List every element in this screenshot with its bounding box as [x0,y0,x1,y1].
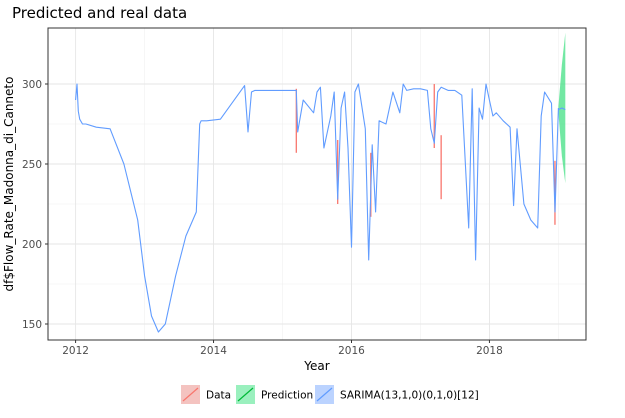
y-tick-label: 300 [22,79,42,91]
plot-panel [47,27,587,341]
legend-item: Data [181,385,231,404]
y-tick-label: 200 [22,239,42,251]
y-tick-label: 150 [22,319,42,331]
legend-label: Prediction [261,390,313,402]
legend-key-line [237,387,254,402]
panel-background [48,28,586,340]
prediction-line [558,107,566,111]
panel-border [47,27,587,341]
x-tick-label: 2018 [476,345,503,357]
x-tick-label: 2014 [200,345,227,357]
sarima-series-line [75,83,559,333]
legend-item: Prediction [236,385,313,404]
legend-item: SARIMA(13,1,0)(0,1,0)[12] [315,385,479,404]
x-axis-title: Year [303,359,329,373]
legend-key-line [182,387,199,402]
x-axis-ticks: 2012 2014 2016 2018 [62,340,503,357]
legend-label: SARIMA(13,1,0)(0,1,0)[12] [340,390,479,402]
y-tick-label: 250 [22,159,42,171]
x-tick-label: 2016 [338,345,365,357]
legend-key-line [316,387,333,402]
legend: Data Prediction SARIMA(13,1,0)(0,1,0)[12] [181,385,479,404]
chart-title: Predicted and real data [12,4,187,22]
legend-label: Data [206,390,231,402]
y-axis-title: df$Flow_Rate_Madonna_di_Canneto [2,77,16,292]
y-axis-ticks: 150 200 250 300 [22,79,48,331]
x-tick-label: 2012 [62,345,89,357]
